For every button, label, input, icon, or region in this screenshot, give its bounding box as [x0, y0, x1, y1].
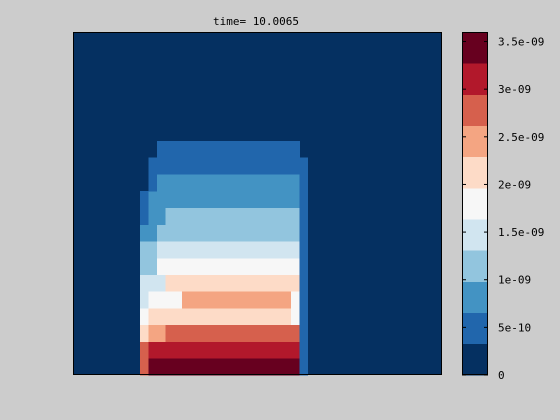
colorbar-bin	[462, 63, 488, 95]
colorbar-bin	[462, 126, 488, 158]
colorbar-tick-label: 1.5e-09	[498, 226, 544, 239]
heatmap-cell	[299, 342, 308, 359]
heatmap-cell	[140, 241, 157, 258]
heatmap-cell	[299, 308, 308, 325]
heatmap-cell	[299, 258, 308, 275]
colorbar-bin	[462, 32, 488, 64]
heatmap-cell	[140, 342, 149, 359]
heatmap-cell	[299, 174, 308, 191]
colorbar-bin	[462, 313, 488, 345]
chart-title: time= 10.0065	[213, 15, 299, 28]
heatmap-cell	[140, 208, 149, 225]
colorbar-tick-label: 2.5e-09	[498, 131, 544, 144]
heatmap-cell	[148, 358, 299, 375]
heatmap-cell	[299, 241, 308, 258]
heatmap-cell	[299, 224, 308, 241]
heatmap-cell	[157, 241, 300, 258]
colorbar: 0 5e-10 1e-09 1.5e-09 2e-09 2.5e-09 3e-09 3.5e-…	[462, 32, 544, 382]
heatmap-cell	[140, 224, 157, 241]
heatmap-cell	[140, 358, 149, 375]
heatmap-cell	[182, 291, 291, 308]
colorbar-bin	[462, 219, 488, 251]
heatmap-cell	[148, 308, 291, 325]
heatmap-cell	[140, 191, 149, 208]
heatmap-cell	[291, 291, 300, 308]
heatmap-cell	[140, 325, 149, 342]
heatmap-cell	[148, 275, 165, 292]
heatmap-cell	[299, 191, 308, 208]
heatmap-cell	[165, 325, 300, 342]
heatmap-cell	[299, 325, 308, 342]
heatmap-cell	[165, 208, 300, 225]
heatmap-cell	[140, 275, 149, 292]
heatmap-cell	[299, 275, 308, 292]
heatmap-cell	[148, 342, 299, 359]
colorbar-tick-label: 3.5e-09	[498, 36, 544, 49]
heatmap-cell	[165, 275, 300, 292]
colorbar-bin	[462, 344, 488, 376]
heatmap-cell	[148, 325, 165, 342]
heatmap-cell	[140, 291, 149, 308]
heatmap-cell	[148, 191, 299, 208]
colorbar-tick-label: 0	[498, 369, 505, 382]
heatmap-cell	[140, 258, 157, 275]
colorbar-bin	[462, 188, 488, 220]
heatmap-cell	[148, 157, 308, 174]
colorbar-tick-label: 5e-10	[498, 321, 531, 334]
colorbar-bin	[462, 157, 488, 189]
colorbar-tick-label: 2e-09	[498, 178, 531, 191]
heatmap-cell	[157, 224, 300, 241]
colorbar-bin	[462, 94, 488, 126]
heatmap-cell	[157, 141, 300, 158]
heatmap-cell	[140, 308, 149, 325]
colorbar-bin	[462, 250, 488, 282]
heatmap-cell	[291, 308, 300, 325]
heatmap-cell	[299, 358, 308, 375]
heatmap-cell	[148, 208, 165, 225]
heatmap-cell	[157, 258, 300, 275]
heatmap-cell	[148, 174, 157, 191]
colorbar-bin	[462, 281, 488, 313]
heatmap-cell	[148, 291, 182, 308]
colorbar-tick-label: 3e-09	[498, 83, 531, 96]
heatmap-cell	[157, 174, 300, 191]
heatmap-cell	[299, 291, 308, 308]
heatmap-cell	[299, 208, 308, 225]
heatmap-plot-area	[73, 32, 442, 375]
colorbar-tick-label: 1e-09	[498, 274, 531, 287]
